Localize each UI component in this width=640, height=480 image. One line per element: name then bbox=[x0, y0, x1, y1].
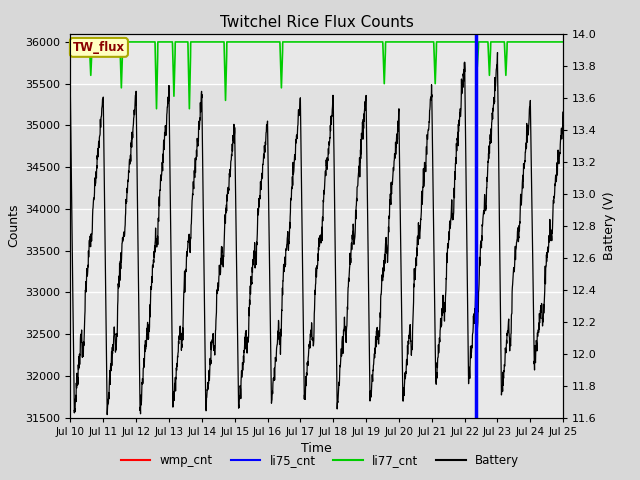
Title: Twitchel Rice Flux Counts: Twitchel Rice Flux Counts bbox=[220, 15, 413, 30]
Text: TW_flux: TW_flux bbox=[73, 41, 125, 54]
Bar bbox=[70, 84, 563, 209]
Y-axis label: Battery (V): Battery (V) bbox=[603, 192, 616, 260]
Y-axis label: Counts: Counts bbox=[7, 204, 20, 247]
X-axis label: Time: Time bbox=[301, 442, 332, 455]
Legend: wmp_cnt, li75_cnt, li77_cnt, Battery: wmp_cnt, li75_cnt, li77_cnt, Battery bbox=[116, 449, 524, 472]
